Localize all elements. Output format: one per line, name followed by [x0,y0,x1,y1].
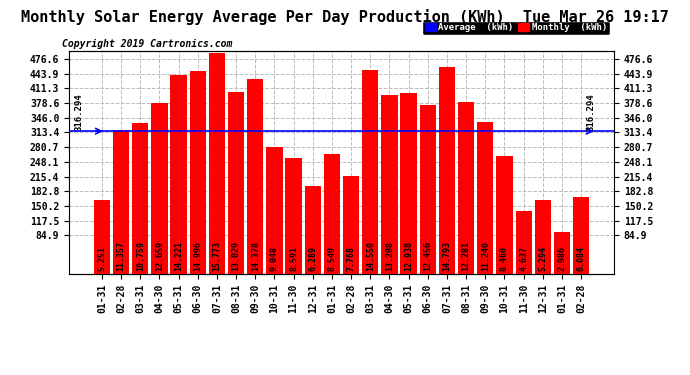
Text: 12.659: 12.659 [155,242,164,272]
Bar [420,105,436,274]
Bar [477,122,493,274]
Bar [400,93,417,274]
Text: 14.550: 14.550 [366,242,375,272]
Text: 14.378: 14.378 [250,242,259,272]
Bar [247,80,264,274]
Text: 316.294: 316.294 [586,93,595,131]
Bar [554,232,570,274]
Text: 13.208: 13.208 [385,242,394,272]
Text: 14.996: 14.996 [193,242,202,272]
Bar [343,176,359,274]
Text: 15.773: 15.773 [213,242,221,272]
Bar [458,102,474,274]
Bar [515,211,532,274]
Text: Monthly Solar Energy Average Per Day Production (KWh)  Tue Mar 26 19:17: Monthly Solar Energy Average Per Day Pro… [21,9,669,26]
Bar [573,197,589,274]
Text: 8.549: 8.549 [328,246,337,272]
Legend: Average  (kWh), Monthly  (kWh): Average (kWh), Monthly (kWh) [422,21,609,35]
Bar [190,71,206,274]
Text: 14.221: 14.221 [174,242,183,272]
Bar [362,70,378,274]
Text: 12.456: 12.456 [424,242,433,272]
Bar [170,75,187,274]
Text: 14.793: 14.793 [442,242,451,272]
Text: 8.591: 8.591 [289,246,298,272]
Bar [439,67,455,274]
Bar [305,186,321,274]
Text: 13.029: 13.029 [232,242,241,272]
Bar [94,200,110,274]
Bar [535,200,551,274]
Bar [132,123,148,274]
Bar [228,92,244,274]
Text: 7.768: 7.768 [346,246,355,272]
Text: 4.637: 4.637 [519,246,528,272]
Text: 5.251: 5.251 [97,246,106,272]
Text: 8.460: 8.460 [500,246,509,272]
Text: 12.938: 12.938 [404,242,413,272]
Text: 6.084: 6.084 [577,246,586,272]
Text: 5.294: 5.294 [538,246,547,272]
Bar [113,130,129,274]
Text: 316.294: 316.294 [75,93,83,131]
Text: Copyright 2019 Cartronics.com: Copyright 2019 Cartronics.com [62,39,233,50]
Text: 11.357: 11.357 [117,242,126,272]
Text: 9.048: 9.048 [270,246,279,272]
Bar [266,147,283,274]
Bar [286,158,302,274]
Text: 2.986: 2.986 [558,246,566,272]
Bar [324,154,340,274]
Text: 6.289: 6.289 [308,246,317,272]
Text: 10.759: 10.759 [136,242,145,272]
Bar [496,156,513,274]
Bar [209,53,225,274]
Text: 12.281: 12.281 [462,242,471,272]
Bar [382,95,397,274]
Bar [151,103,168,274]
Text: 11.240: 11.240 [481,242,490,272]
